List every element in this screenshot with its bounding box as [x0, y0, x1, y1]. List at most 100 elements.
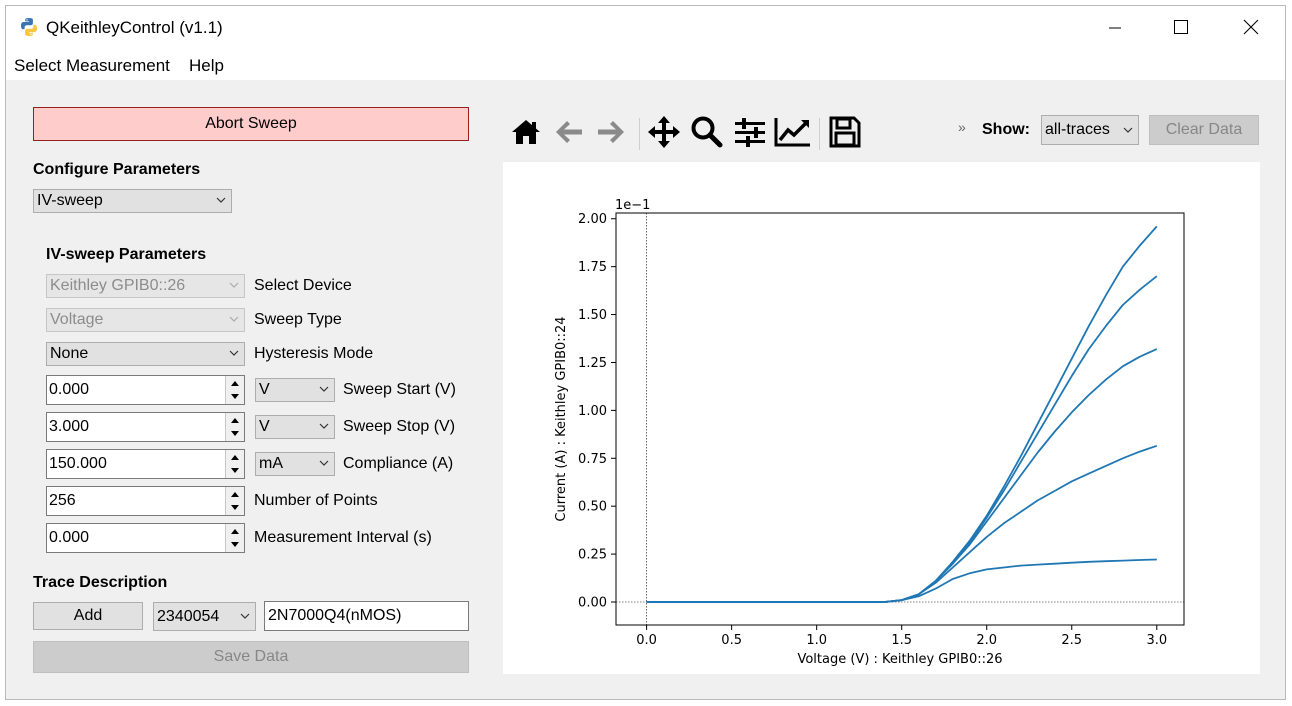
zoom-icon: [691, 116, 723, 148]
minimize-icon: [1109, 27, 1121, 29]
hysteresis-mode-value: None: [50, 345, 89, 362]
spin-down-icon[interactable]: [230, 467, 240, 474]
sweep-stop-spinbox[interactable]: 3.000: [46, 412, 245, 442]
sweep-start-label: Sweep Start (V): [343, 381, 456, 398]
toolbar-separator: [639, 118, 640, 150]
show-traces-select[interactable]: all-traces: [1041, 115, 1139, 145]
chevron-down-icon: [229, 316, 239, 322]
menu-bar: Select Measurement Help: [6, 52, 1285, 80]
spin-up-icon[interactable]: [230, 380, 240, 387]
y-axis-label: Current (A) : Keithley GPIB0::24: [554, 316, 569, 521]
series-line-4: [646, 275, 1158, 603]
measurement-interval-spinbox[interactable]: 0.000: [46, 523, 245, 553]
sweep-type-select[interactable]: Voltage: [46, 308, 245, 332]
close-button[interactable]: [1228, 6, 1274, 48]
clear-data-button[interactable]: Clear Data: [1149, 115, 1259, 145]
measurement-interval-label: Measurement Interval (s): [254, 529, 432, 546]
plot-canvas[interactable]: 0.0 0.5 1.0 1.5 2.0 2.5 3.0 0.00 0.25 0.50 0.75 1.0…: [503, 162, 1260, 674]
home-button[interactable]: [507, 114, 545, 150]
maximize-icon: [1174, 20, 1188, 34]
spin-buttons[interactable]: [225, 450, 244, 478]
y-tick-label: 1.75: [578, 260, 607, 275]
trace-description-heading: Trace Description: [33, 574, 168, 591]
y-tick-label: 1.00: [578, 404, 607, 419]
save-figure-icon: [829, 116, 861, 148]
forward-button[interactable]: [592, 114, 630, 150]
x-tick-label: 0.0: [636, 633, 657, 648]
device-select[interactable]: Keithley GPIB0::26: [46, 274, 245, 298]
sweep-start-unit-select[interactable]: V: [255, 378, 335, 402]
sweep-stop-label: Sweep Stop (V): [343, 418, 456, 435]
y-tick-label: 0.75: [578, 452, 607, 467]
trace-description-input[interactable]: 2N7000Q4(nMOS): [264, 601, 469, 631]
sweep-start-spinbox[interactable]: 0.000: [46, 375, 245, 405]
plot-frame: [615, 212, 1185, 626]
spin-up-icon[interactable]: [230, 454, 240, 461]
trace-id-select[interactable]: 2340054: [153, 602, 256, 631]
add-trace-button[interactable]: Add: [33, 602, 143, 630]
save-figure-button[interactable]: [826, 114, 864, 150]
spin-down-icon[interactable]: [230, 504, 240, 511]
x-axis-label: Voltage (V) : Keithley GPIB0::26: [797, 652, 1002, 667]
compliance-spinbox[interactable]: 150.000: [46, 449, 245, 479]
pan-icon: [648, 116, 680, 148]
select-device-label: Select Device: [254, 277, 352, 294]
sweep-stop-unit-select[interactable]: V: [255, 415, 335, 439]
measurement-mode-select[interactable]: IV-sweep: [33, 189, 232, 213]
pan-button[interactable]: [645, 114, 683, 150]
spin-buttons[interactable]: [225, 376, 244, 404]
forward-icon: [598, 121, 624, 143]
sweep-stop-value: 3.000: [49, 418, 90, 435]
menu-help[interactable]: Help: [189, 56, 224, 75]
number-of-points-label: Number of Points: [254, 492, 378, 509]
show-label: Show:: [982, 121, 1030, 138]
toolbar-separator: [819, 118, 820, 150]
compliance-unit: mA: [259, 455, 283, 472]
save-data-button[interactable]: Save Data: [33, 641, 469, 673]
number-of-points-value: 256: [49, 492, 76, 509]
y-tick-label: 1.25: [578, 356, 607, 371]
x-tick-label: 2.5: [1061, 633, 1082, 648]
chevron-down-icon: [240, 613, 250, 619]
y-offset-label: 1e−1: [615, 198, 650, 213]
x-tick-label: 2.0: [976, 633, 997, 648]
series-line-2: [646, 444, 1158, 603]
spin-up-icon[interactable]: [230, 528, 240, 535]
y-tick-label: 0.00: [578, 596, 607, 611]
minimize-button[interactable]: [1092, 6, 1138, 48]
chevron-down-icon: [216, 197, 226, 203]
home-icon: [512, 120, 540, 144]
window-title: QKeithleyControl (v1.1): [46, 18, 223, 37]
spin-down-icon[interactable]: [230, 541, 240, 548]
x-tick-label: 3.0: [1146, 633, 1167, 648]
edit-axis-button[interactable]: [774, 114, 812, 150]
spin-down-icon[interactable]: [230, 393, 240, 400]
sweep-type-label: Sweep Type: [254, 311, 342, 328]
chevron-down-icon: [229, 282, 239, 288]
spin-up-icon[interactable]: [230, 417, 240, 424]
sweep-start-value: 0.000: [49, 381, 90, 398]
iv-chart: 0.0 0.5 1.0 1.5 2.0 2.5 3.0 0.00 0.25 0.50 0.75 1.0…: [554, 198, 1185, 667]
y-tick-label: 1.50: [578, 308, 607, 323]
back-button[interactable]: [550, 114, 588, 150]
maximize-button[interactable]: [1158, 6, 1204, 48]
back-icon: [556, 121, 582, 143]
chevron-down-icon: [1123, 127, 1133, 133]
spin-down-icon[interactable]: [230, 430, 240, 437]
spin-buttons[interactable]: [225, 487, 244, 515]
hysteresis-mode-select[interactable]: None: [46, 342, 245, 366]
sweep-start-unit: V: [259, 381, 270, 398]
spin-buttons[interactable]: [225, 413, 244, 441]
show-traces-value: all-traces: [1045, 121, 1110, 138]
compliance-unit-select[interactable]: mA: [255, 452, 335, 476]
close-icon: [1243, 19, 1259, 35]
spin-buttons[interactable]: [225, 524, 244, 552]
menu-select-measurement[interactable]: Select Measurement: [14, 56, 170, 75]
spin-up-icon[interactable]: [230, 491, 240, 498]
abort-sweep-button[interactable]: Abort Sweep: [33, 107, 469, 141]
number-of-points-spinbox[interactable]: 256: [46, 486, 245, 516]
chevron-down-icon: [319, 386, 329, 392]
configure-subplots-button[interactable]: [731, 114, 769, 150]
zoom-button[interactable]: [688, 114, 726, 150]
toolbar-extension-icon[interactable]: »: [958, 119, 966, 135]
